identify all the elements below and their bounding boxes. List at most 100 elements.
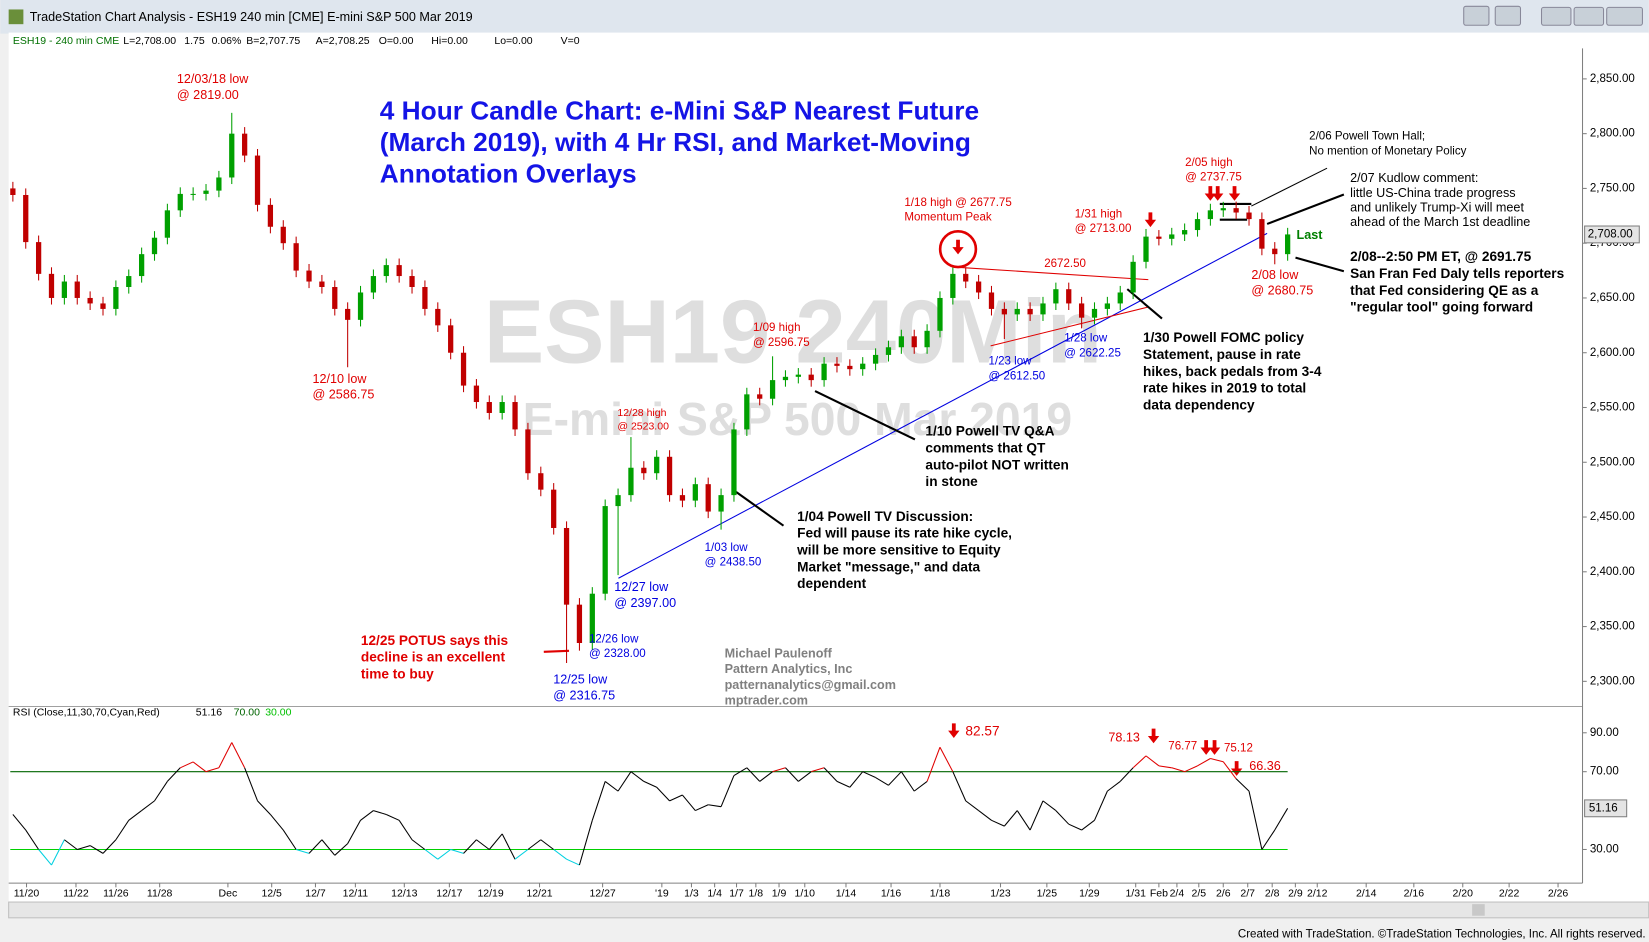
candle-body <box>267 204 274 227</box>
chart-title: (March 2019), with 4 Hr RSI, and Market-… <box>380 127 971 157</box>
annotation: little US-China trade progress <box>1350 186 1515 200</box>
rsi-segment <box>115 820 130 841</box>
candle-body <box>345 308 351 320</box>
annotation: 2672.50 <box>1044 258 1086 270</box>
candle-body <box>126 276 132 288</box>
rsi-segment <box>269 814 284 831</box>
y-tick-label: 2,350.00 <box>1590 621 1635 633</box>
rsi-segment <box>89 845 104 854</box>
rsi-segment <box>411 839 426 850</box>
candle-body <box>731 429 737 496</box>
candle-body <box>61 281 68 298</box>
candle-body <box>48 273 55 298</box>
candle-body <box>177 193 183 211</box>
annotation: 12/25 POTUS says this <box>361 633 509 648</box>
rsi-segment <box>553 849 567 860</box>
annotation: 1/23 low <box>989 356 1033 368</box>
rsi-segment <box>360 810 374 821</box>
close-button[interactable] <box>1606 6 1643 26</box>
menu-button[interactable] <box>1494 5 1522 26</box>
rsi-segment <box>720 775 735 807</box>
x-tick-label: 2/12 <box>1307 887 1328 899</box>
rsi-segment <box>1003 810 1018 827</box>
candle-body <box>988 292 995 309</box>
x-tick-label: 2/4 <box>1170 887 1185 899</box>
y-tick-label: 2,500.00 <box>1590 456 1635 468</box>
y-tick-label: 2,800.00 <box>1590 128 1635 140</box>
scrollbar-thumb[interactable] <box>1472 904 1485 916</box>
status-item: L=2,708.00 <box>123 35 176 47</box>
candle-body <box>1078 303 1085 318</box>
candle-body <box>963 273 969 282</box>
candle-body <box>975 281 982 293</box>
candle-body <box>473 385 480 403</box>
rsi-segment <box>708 804 722 808</box>
pointer-line <box>735 491 785 527</box>
candle-body <box>847 365 853 370</box>
candle-body <box>538 473 544 490</box>
rsi-segment <box>1171 767 1185 773</box>
rsi-segment <box>154 781 168 802</box>
annotation: @ 2680.75 <box>1251 284 1313 298</box>
candle-body <box>1027 308 1033 315</box>
candle-body <box>10 188 16 195</box>
annotation: 12/03/18 low <box>177 72 249 86</box>
annotation: Michael Paulenoff <box>725 646 833 660</box>
candle-body <box>319 281 325 288</box>
scrollbar[interactable] <box>8 901 1649 919</box>
rsi-segment <box>128 810 142 821</box>
status-item: A=2,708.25 <box>316 35 370 47</box>
rsi-segment <box>257 800 271 815</box>
rsi-segment <box>888 771 902 786</box>
candle-body <box>937 297 943 331</box>
watermark-name: E-mini S&P 500 Mar 2019 <box>523 393 1072 445</box>
candle-body <box>834 363 840 366</box>
x-tick-label: 1/3 <box>684 887 699 899</box>
annotation: @ 2397.00 <box>614 596 676 610</box>
x-tick-label: 11/20 <box>14 887 40 899</box>
rsi-segment <box>798 771 812 782</box>
chart-title: Annotation Overlays <box>380 159 637 189</box>
maximize-button[interactable] <box>1573 6 1605 26</box>
annotation: 2/06 Powell Town Hall; <box>1309 131 1425 143</box>
candle-body <box>757 394 763 399</box>
candle-body <box>1259 219 1265 249</box>
rsi-peak-label: 75.12 <box>1224 743 1253 755</box>
x-tick-label: 11/28 <box>147 887 173 899</box>
x-tick-label: 1/4 <box>707 887 722 899</box>
rsi-y-tick-label: 30.00 <box>1590 844 1619 856</box>
rsi-segment <box>772 767 786 773</box>
candle-body <box>924 330 930 348</box>
last-label: Last <box>1297 228 1324 242</box>
rsi-segment <box>102 839 117 854</box>
rsi-segment <box>1055 810 1070 825</box>
candle-body <box>615 495 621 507</box>
rsi-segment <box>785 767 799 782</box>
rsi-segment <box>1145 755 1160 767</box>
annotation: 1/28 low <box>1064 333 1108 345</box>
x-tick-label: 12/19 <box>477 887 503 899</box>
minimize-button[interactable] <box>1540 6 1572 26</box>
rsi-segment <box>991 819 1005 827</box>
candle-body <box>808 374 814 381</box>
window-title: TradeStation Chart Analysis - ESH19 240 … <box>30 10 473 24</box>
rsi-segment <box>334 843 349 856</box>
rsi-segment <box>373 810 387 815</box>
rsi-segment <box>450 848 464 854</box>
x-tick-label: Feb <box>1150 887 1168 899</box>
rsi-segment <box>1107 780 1121 792</box>
candle-body <box>898 336 904 348</box>
rsi-segment <box>1119 767 1134 782</box>
candle-body <box>203 190 209 194</box>
x-tick-label: 1/9 <box>772 887 787 899</box>
rsi-segment <box>823 767 838 782</box>
rsi-segment <box>141 800 155 812</box>
style-button[interactable] <box>1463 5 1490 26</box>
rsi-segment <box>463 839 477 854</box>
rsi-segment <box>1016 810 1031 831</box>
candle-body <box>1001 308 1007 315</box>
annotation: 12/10 low <box>312 372 367 386</box>
annotation: @ 2713.00 <box>1075 223 1132 235</box>
rsi-segment <box>1261 829 1276 850</box>
